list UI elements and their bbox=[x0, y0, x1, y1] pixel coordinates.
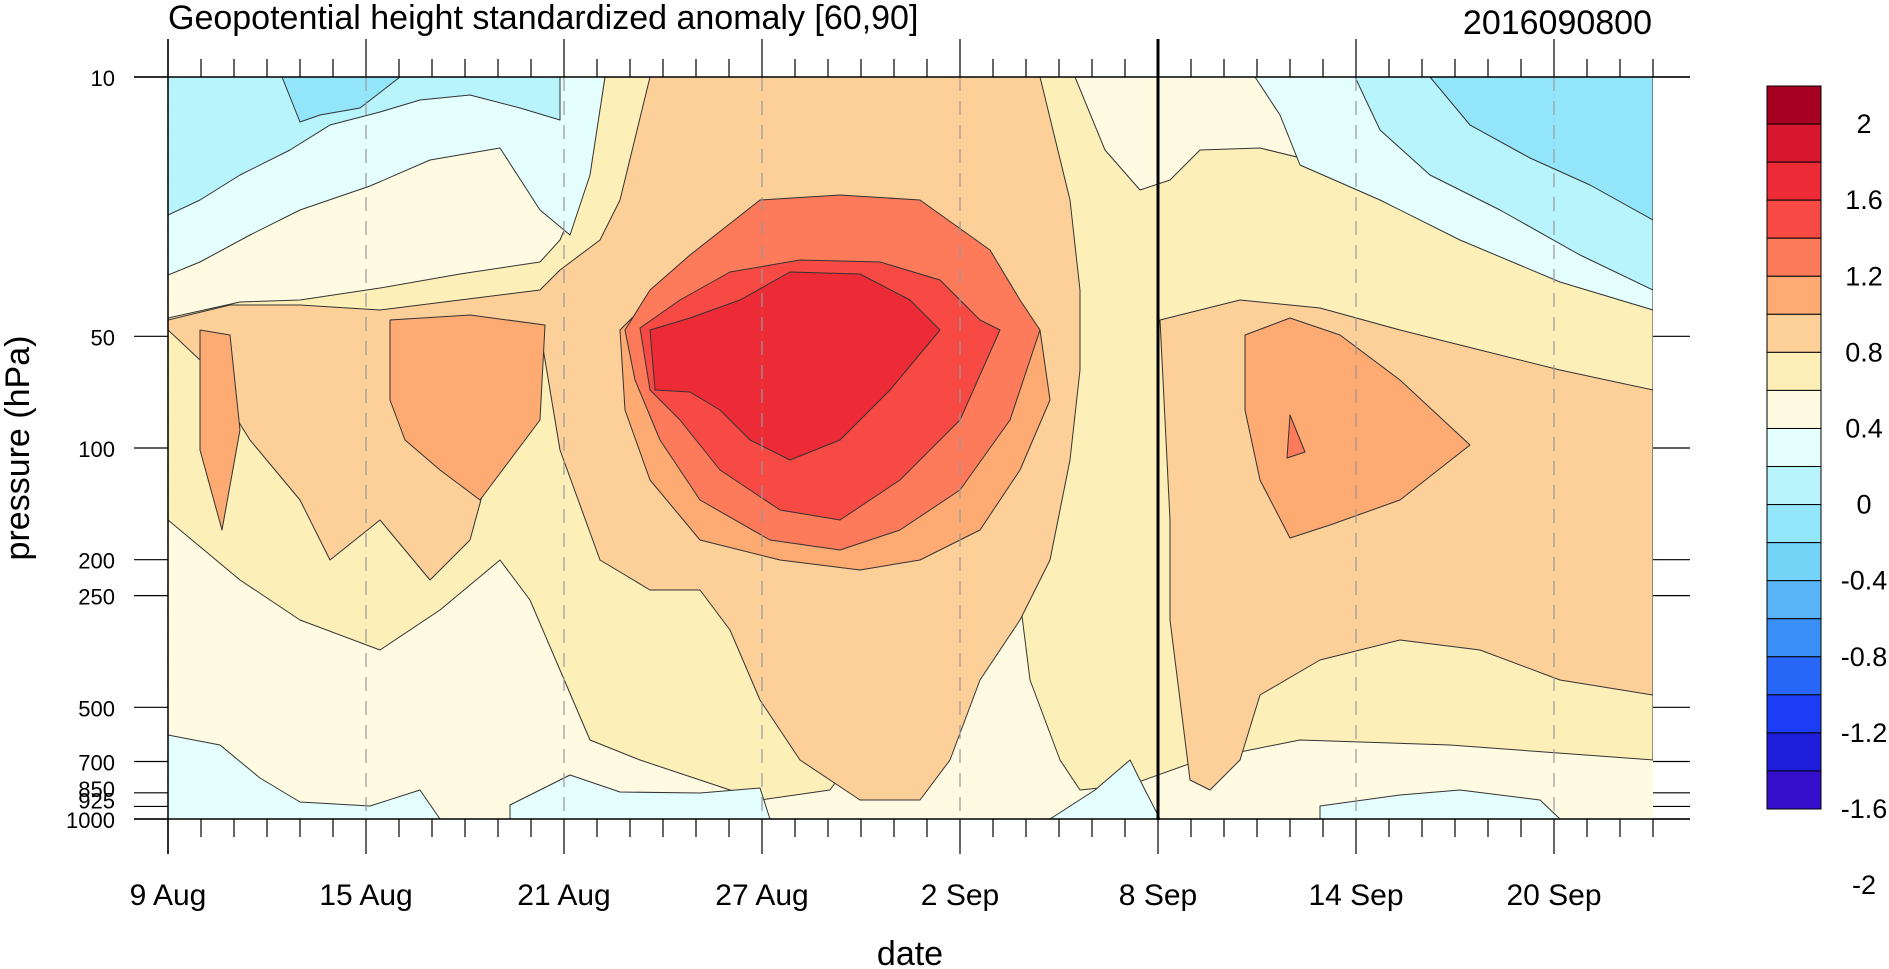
contour-neg-upper-right-1p2 bbox=[1429, 77, 1653, 221]
contour-neg-lower-right bbox=[1319, 789, 1561, 819]
y-tick-label: 500 bbox=[78, 696, 115, 721]
x-tick-label: 2 Sep bbox=[921, 879, 999, 912]
colorbar-swatch bbox=[1766, 275, 1822, 315]
date-stamp: 2016090800 bbox=[1463, 4, 1652, 42]
colorbar-swatch bbox=[1766, 199, 1822, 239]
x-axis: 9 Aug 15 Aug 21 Aug 27 Aug 2 Sep 8 Sep 14 Sep 2… bbox=[130, 39, 1654, 912]
colorbar-swatch bbox=[1766, 580, 1822, 620]
colorbar-swatch bbox=[1766, 504, 1822, 544]
y-tick-label: 850 bbox=[78, 777, 115, 802]
colorbar-swatch bbox=[1766, 123, 1822, 163]
colorbar-label: -0.8 bbox=[1841, 642, 1888, 672]
y-tick-label: 700 bbox=[78, 751, 115, 776]
x-tick-label: 15 Aug bbox=[319, 879, 412, 912]
contour-blob-1p2-left bbox=[199, 329, 241, 531]
contour-neg-upper-left-1p2 bbox=[281, 77, 401, 123]
colorbar-label: 1.6 bbox=[1845, 185, 1883, 215]
colorbar-label: 0.8 bbox=[1845, 337, 1883, 367]
colorbar-swatch bbox=[1766, 85, 1822, 125]
colorbar-label: -0.4 bbox=[1841, 566, 1888, 596]
x-tick-label: 14 Sep bbox=[1308, 879, 1403, 912]
plot-frame bbox=[134, 39, 1690, 854]
contour-neg-lower-9sep bbox=[1049, 759, 1161, 819]
colorbar-swatch bbox=[1766, 466, 1822, 506]
colorbar-swatch bbox=[1766, 694, 1822, 734]
x-tick-label: 21 Aug bbox=[517, 879, 610, 912]
colorbar-swatch bbox=[1766, 656, 1822, 696]
contour-field bbox=[168, 77, 1653, 819]
contour-neg-lower-mid bbox=[509, 774, 771, 819]
y-tick-label: 50 bbox=[91, 325, 115, 350]
y-axis-label: pressure (hPa) bbox=[0, 336, 37, 561]
y-tick-label: 925 bbox=[78, 788, 115, 813]
colorbar-swatch bbox=[1766, 732, 1822, 772]
colorbar-swatch bbox=[1766, 618, 1822, 658]
y-tick-label: 100 bbox=[78, 437, 115, 462]
colorbar-swatch bbox=[1766, 389, 1822, 429]
colorbar-swatch bbox=[1766, 427, 1822, 468]
colorbar-swatch bbox=[1766, 542, 1822, 582]
colorbar-label: 1.2 bbox=[1845, 261, 1883, 291]
x-tick-label: 8 Sep bbox=[1119, 879, 1197, 912]
colorbar-swatch bbox=[1766, 313, 1822, 353]
grid-lines bbox=[167, 39, 1555, 820]
colorbar-swatch bbox=[1766, 351, 1822, 391]
chart-title: Geopotential height standardized anomaly… bbox=[168, 0, 918, 37]
colorbar-label: -1.2 bbox=[1841, 718, 1888, 748]
contour-blob-1p6-right bbox=[1286, 414, 1306, 459]
colorbar-label: -1.6 bbox=[1841, 794, 1888, 824]
colorbar-label: 2 bbox=[1856, 109, 1871, 139]
colorbar-label: -2 bbox=[1852, 870, 1876, 900]
colorbar-label: 0.4 bbox=[1845, 413, 1883, 443]
colorbar: 2 1.6 1.2 0.8 0.4 0 -0.4 -0.8 -1.2 -1.6 -2 bbox=[1766, 85, 1888, 900]
x-axis-label: date bbox=[877, 935, 943, 969]
contour-blob-2p4-center bbox=[649, 271, 941, 461]
y-tick-label: 250 bbox=[78, 585, 115, 610]
y-tick-label: 200 bbox=[78, 549, 115, 574]
colorbar-swatch bbox=[1766, 161, 1822, 201]
colorbar-label: 0 bbox=[1856, 490, 1871, 520]
colorbar-swatch bbox=[1766, 237, 1822, 277]
contour-blob-1p2-left2 bbox=[389, 314, 546, 501]
x-tick-label: 20 Sep bbox=[1506, 879, 1601, 912]
y-tick-label: 10 bbox=[91, 66, 115, 91]
contour-neg-lower-left bbox=[168, 734, 441, 819]
contour-neg-upper-left-0p8 bbox=[168, 77, 561, 216]
contour-blob-1p2-right bbox=[1244, 317, 1471, 539]
x-tick-label: 27 Aug bbox=[715, 879, 808, 912]
x-tick-label: 9 Aug bbox=[130, 879, 207, 912]
y-tick-label: 1000 bbox=[66, 808, 115, 833]
colorbar-swatch bbox=[1766, 770, 1822, 810]
